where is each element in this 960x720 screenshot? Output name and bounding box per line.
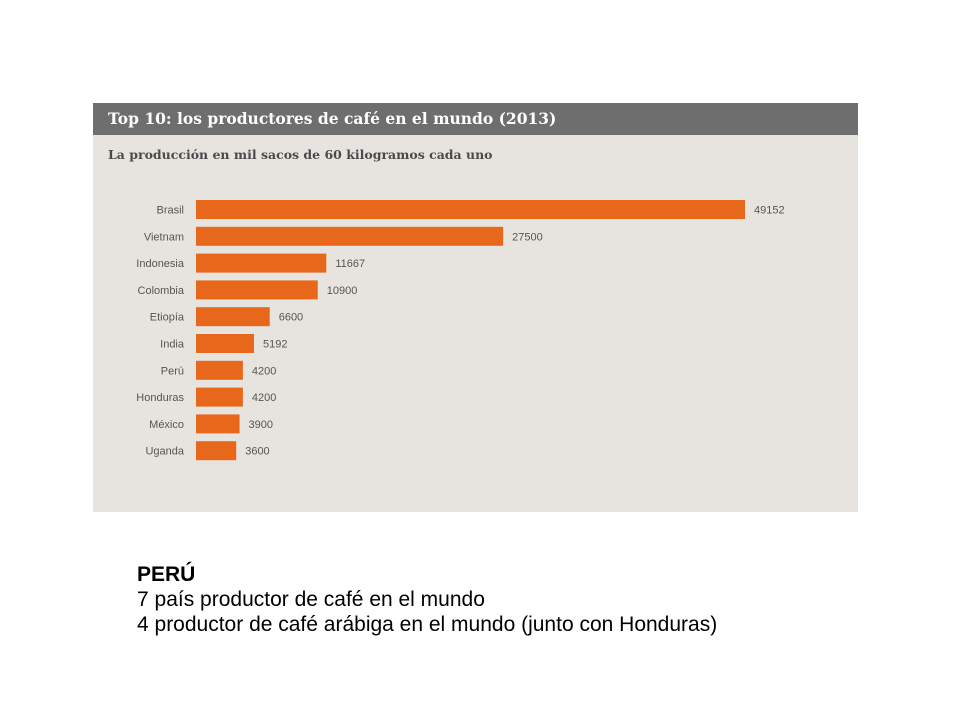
caption-line-rank-producer: 7 país productor de café en el mundo [137,588,485,611]
category-label: Vietnam [144,231,184,243]
bar [196,387,243,407]
caption-heading: PERÚ [137,563,196,586]
bar [196,334,254,353]
bar [196,226,504,246]
chart-subtitle: La producción en mil sacos de 60 kilogra… [108,147,493,162]
bar [196,200,745,219]
value-label: 49152 [754,205,785,217]
value-label: 5192 [263,339,287,351]
caption-line-rank-arabica: 4 productor de café arábiga en el mundo … [137,613,718,636]
category-label: Brasil [156,205,184,217]
value-label: 3600 [245,446,269,458]
chart-panel: Top 10: los productores de café en el mu… [93,103,858,512]
category-label: Colombia [138,285,185,297]
chart-title: Top 10: los productores de café en el mu… [108,109,557,128]
value-label: 27500 [512,231,543,243]
bar [196,441,237,461]
value-label: 11667 [335,258,365,270]
value-label: 10900 [327,285,358,297]
chart-header: Top 10: los productores de café en el mu… [93,103,858,135]
bar [196,414,240,434]
category-label: India [160,339,185,351]
category-label: México [149,419,184,431]
bar [196,280,318,300]
value-label: 3900 [249,419,273,431]
category-label: Etiopía [150,312,185,324]
bar-chart: Brasil 49152 Vietnam 27500 Indonesia 11667 Col… [136,200,785,461]
value-label: 4200 [252,365,276,377]
value-label: 4200 [252,392,276,404]
category-label: Uganda [145,446,184,458]
category-label: Honduras [136,392,184,404]
bar [196,307,270,327]
bar [196,253,327,273]
value-label: 6600 [279,312,303,324]
caption: PERÚ 7 país productor de café en el mund… [137,562,717,637]
category-label: Perú [161,365,184,377]
category-label: Indonesia [136,258,185,270]
bar [196,360,243,380]
